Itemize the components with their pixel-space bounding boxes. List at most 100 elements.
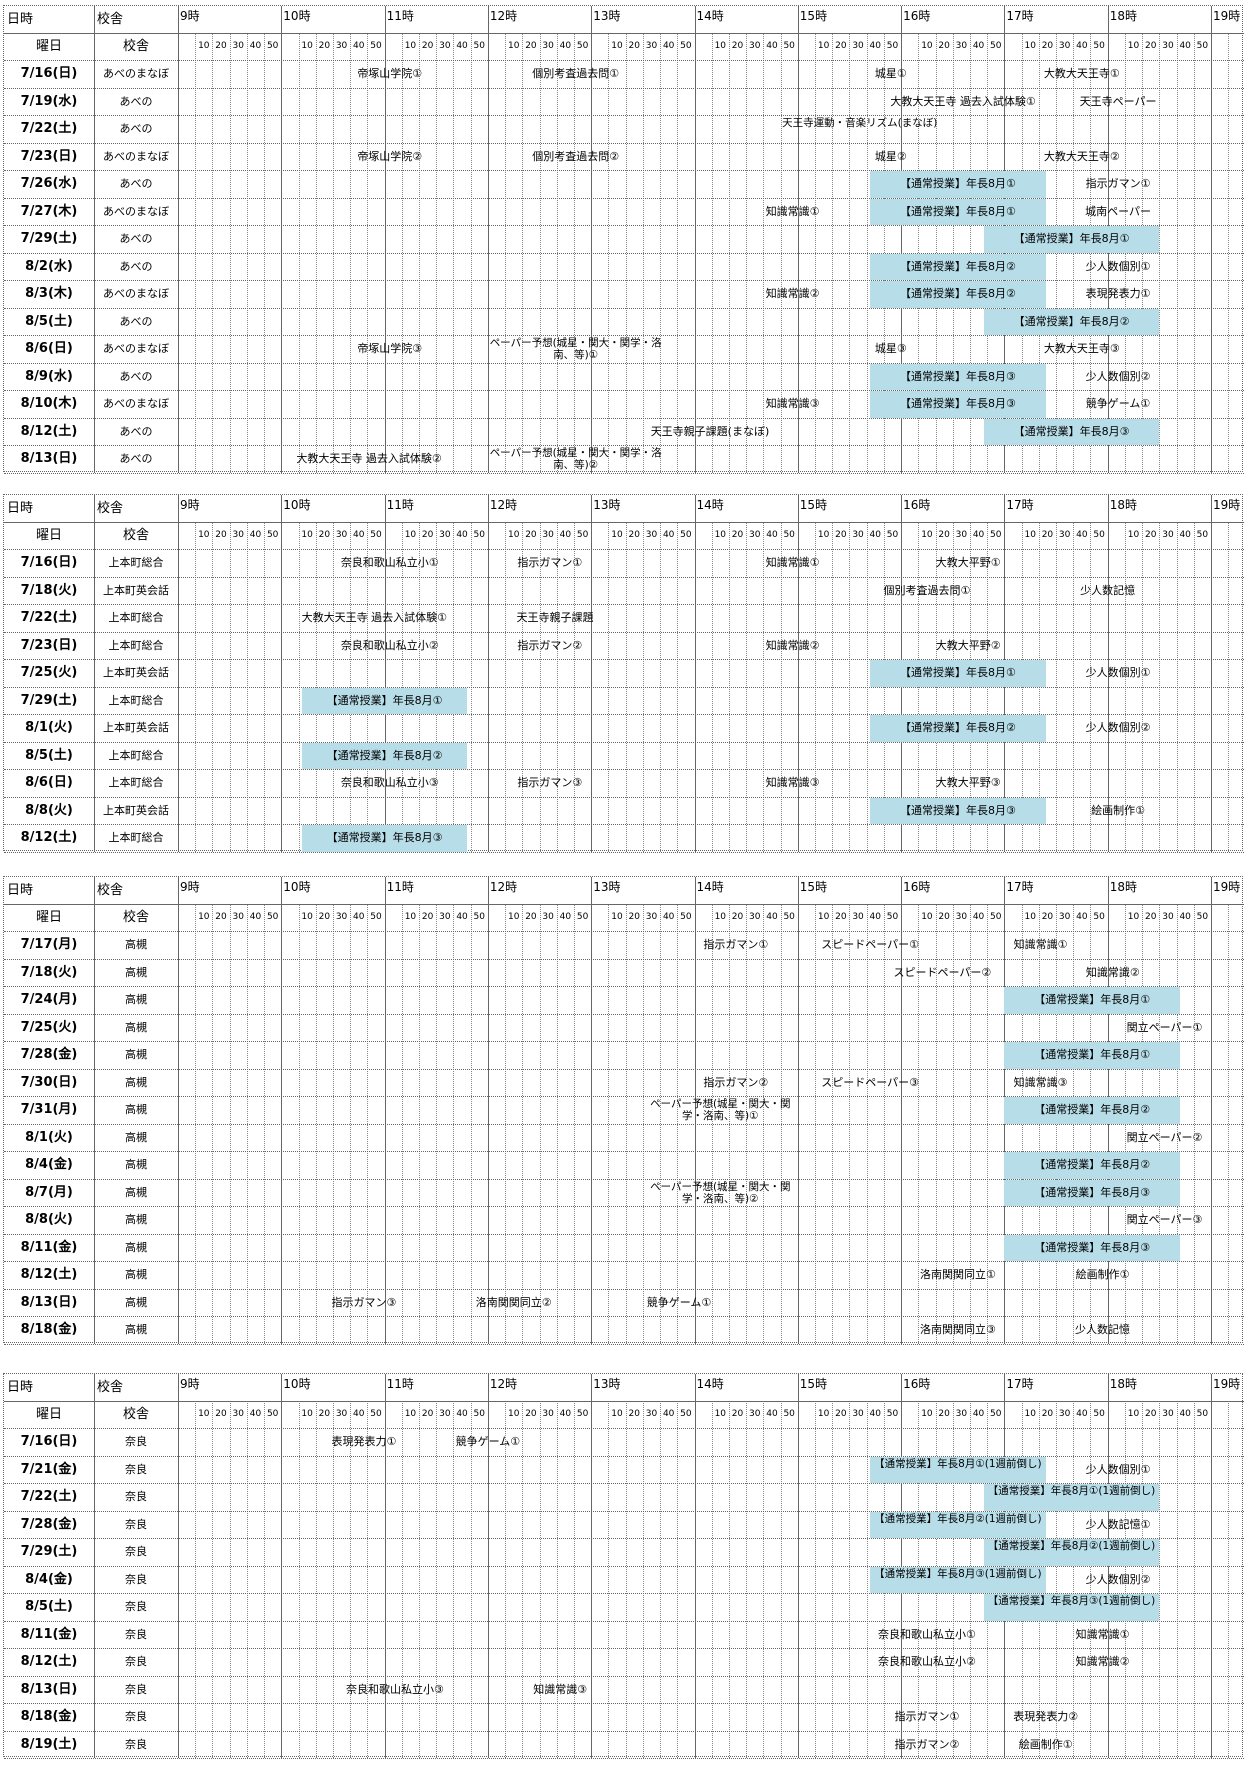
event-block[interactable]: 知識常識② bbox=[1025, 1649, 1180, 1676]
class-block[interactable]: 【通常授業】年長8月③ bbox=[983, 418, 1160, 445]
event-block[interactable]: 洛南関関同立③ bbox=[891, 1317, 1025, 1344]
event-block[interactable]: 大教大天王寺 過去入試体験① bbox=[880, 89, 1045, 116]
class-block[interactable]: 【通常授業】年長8月③ bbox=[1004, 1179, 1180, 1206]
event-block[interactable]: 少人数記憶 bbox=[1025, 1317, 1180, 1344]
class-block[interactable]: 【通常授業】年長8月① bbox=[983, 226, 1160, 253]
event-block[interactable]: 少人数記憶① bbox=[1046, 1512, 1191, 1539]
event-block[interactable]: 指示ガマン② bbox=[870, 1732, 984, 1759]
event-block[interactable]: 城星① bbox=[798, 61, 984, 88]
class-block[interactable]: 【通常授業】年長8月①(1週前倒し) bbox=[870, 1456, 1046, 1483]
event-block[interactable]: ペーパー予想(城星・関大・関学・洛南、等)② bbox=[643, 1180, 798, 1207]
event-block[interactable]: 知識常識① bbox=[963, 932, 1118, 959]
event-block[interactable]: 大教大天王寺 過去入試体験① bbox=[281, 605, 467, 632]
event-block[interactable]: 指示ガマン① bbox=[870, 1704, 984, 1731]
event-block[interactable]: 洛南関関同立② bbox=[436, 1290, 591, 1317]
event-block[interactable]: 絵画制作① bbox=[1025, 1262, 1180, 1289]
event-block[interactable]: 競争ゲーム① bbox=[1046, 391, 1191, 418]
event-block[interactable]: 知識常識① bbox=[715, 550, 870, 577]
event-block[interactable]: 洛南関関同立① bbox=[891, 1262, 1025, 1289]
class-block[interactable]: 【通常授業】年長8月③ bbox=[870, 363, 1046, 390]
class-block[interactable]: 【通常授業】年長8月② bbox=[983, 308, 1160, 335]
event-block[interactable]: 指示ガマン② bbox=[488, 633, 612, 660]
class-block[interactable]: 【通常授業】年長8月② bbox=[301, 742, 468, 769]
event-block[interactable]: 知識常識① bbox=[1025, 1622, 1180, 1649]
event-block[interactable]: 表現発表力① bbox=[302, 1429, 426, 1456]
event-block[interactable]: 天王寺ペーパー bbox=[1046, 89, 1191, 116]
class-block[interactable]: 【通常授業】年長8月② bbox=[1004, 1152, 1180, 1179]
event-block[interactable]: スピードペーパー① bbox=[787, 932, 952, 959]
event-block[interactable]: 奈良和歌山私立小③ bbox=[312, 1677, 477, 1704]
event-block[interactable]: 少人数個別② bbox=[1046, 1567, 1191, 1594]
event-block[interactable]: 関立ペーパー① bbox=[1097, 1015, 1231, 1042]
event-block[interactable]: 奈良和歌山私立小① bbox=[829, 1622, 1025, 1649]
event-block[interactable]: 城星③ bbox=[798, 336, 984, 363]
event-block[interactable]: 指示ガマン① bbox=[1046, 171, 1191, 198]
event-block[interactable]: 大教大天王寺① bbox=[1004, 61, 1159, 88]
event-block[interactable]: 個別考査過去問① bbox=[488, 61, 664, 88]
event-block[interactable]: 大教大天王寺③ bbox=[1004, 336, 1159, 363]
event-block[interactable]: スピードペーパー③ bbox=[787, 1070, 952, 1097]
event-block[interactable]: ペーパー予想(城星・関大・関学・洛南、等)① bbox=[488, 336, 664, 363]
class-block[interactable]: 【通常授業】年長8月①(1週前倒し) bbox=[983, 1484, 1160, 1511]
event-block[interactable]: ペーパー予想(城星・関大・関学・洛南、等)① bbox=[643, 1097, 798, 1124]
class-block[interactable]: 【通常授業】年長8月③ bbox=[301, 825, 468, 852]
event-block[interactable]: 関立ペーパー② bbox=[1097, 1125, 1231, 1152]
class-block[interactable]: 【通常授業】年長8月② bbox=[870, 281, 1046, 308]
event-block[interactable]: 城星② bbox=[798, 144, 984, 171]
event-block[interactable]: 知識常識② bbox=[715, 281, 870, 308]
class-block[interactable]: 【通常授業】年長8月① bbox=[301, 687, 468, 714]
event-block[interactable]: 大教大天王寺② bbox=[1004, 144, 1159, 171]
class-block[interactable]: 【通常授業】年長8月③ bbox=[870, 797, 1046, 824]
class-block[interactable]: 【通常授業】年長8月① bbox=[1004, 987, 1180, 1014]
event-block[interactable]: ペーパー予想(城星・関大・関学・洛南、等)② bbox=[488, 446, 664, 473]
event-block[interactable]: 競争ゲーム① bbox=[426, 1429, 550, 1456]
event-block[interactable]: 少人数個別② bbox=[1046, 715, 1191, 742]
class-block[interactable]: 【通常授業】年長8月① bbox=[870, 171, 1046, 198]
event-block[interactable]: 天王寺運動・音楽リズム(まなぼ) bbox=[777, 116, 942, 143]
event-block[interactable]: 指示ガマン② bbox=[664, 1070, 809, 1097]
class-block[interactable]: 【通常授業】年長8月③(1週前倒し) bbox=[870, 1566, 1046, 1593]
class-block[interactable]: 【通常授業】年長8月③(1週前倒し) bbox=[983, 1594, 1160, 1621]
event-block[interactable]: 帝塚山学院② bbox=[323, 144, 457, 171]
event-block[interactable]: 表現発表力① bbox=[1046, 281, 1191, 308]
event-block[interactable]: 天王寺親子課題 bbox=[488, 605, 622, 632]
event-block[interactable]: 指示ガマン① bbox=[664, 932, 809, 959]
event-block[interactable]: 大教大平野① bbox=[891, 550, 1046, 577]
event-block[interactable]: 天王寺親子課題(まなぼ) bbox=[643, 419, 777, 446]
event-block[interactable]: 奈良和歌山私立小② bbox=[829, 1649, 1025, 1676]
event-block[interactable]: 絵画制作① bbox=[1046, 798, 1191, 825]
class-block[interactable]: 【通常授業】年長8月②(1週前倒し) bbox=[983, 1539, 1160, 1566]
class-block[interactable]: 【通常授業】年長8月③ bbox=[870, 391, 1046, 418]
event-block[interactable]: 知識常識② bbox=[1035, 960, 1190, 987]
event-block[interactable]: 知識常識③ bbox=[715, 391, 870, 418]
event-block[interactable]: 帝塚山学院① bbox=[323, 61, 457, 88]
event-block[interactable]: 少人数個別② bbox=[1046, 364, 1191, 391]
event-block[interactable]: 指示ガマン③ bbox=[488, 770, 612, 797]
event-block[interactable]: 奈良和歌山私立小② bbox=[312, 633, 467, 660]
event-block[interactable]: 知識常識③ bbox=[478, 1677, 643, 1704]
event-block[interactable]: 競争ゲーム① bbox=[591, 1290, 767, 1317]
class-block[interactable]: 【通常授業】年長8月②(1週前倒し) bbox=[870, 1511, 1046, 1538]
class-block[interactable]: 【通常授業】年長8月① bbox=[870, 198, 1046, 225]
event-block[interactable]: 大教大平野③ bbox=[891, 770, 1046, 797]
event-block[interactable]: 少人数個別① bbox=[1046, 1457, 1191, 1484]
event-block[interactable]: 個別考査過去問② bbox=[488, 144, 664, 171]
event-block[interactable]: 絵画制作① bbox=[984, 1732, 1108, 1759]
event-block[interactable]: 少人数記憶 bbox=[1035, 578, 1180, 605]
event-block[interactable]: 奈良和歌山私立小③ bbox=[312, 770, 467, 797]
event-block[interactable]: 帝塚山学院③ bbox=[323, 336, 457, 363]
event-block[interactable]: 指示ガマン① bbox=[488, 550, 612, 577]
event-block[interactable]: 個別考査過去問① bbox=[849, 578, 1004, 605]
event-block[interactable]: 知識常識② bbox=[715, 633, 870, 660]
event-block[interactable]: 城南ペーパー bbox=[1046, 199, 1191, 226]
event-block[interactable]: 指示ガマン③ bbox=[292, 1290, 437, 1317]
class-block[interactable]: 【通常授業】年長8月② bbox=[870, 253, 1046, 280]
class-block[interactable]: 【通常授業】年長8月② bbox=[870, 715, 1046, 742]
event-block[interactable]: 関立ペーパー③ bbox=[1097, 1207, 1231, 1234]
class-block[interactable]: 【通常授業】年長8月① bbox=[1004, 1042, 1180, 1069]
event-block[interactable]: 知識常識③ bbox=[715, 770, 870, 797]
event-block[interactable]: 奈良和歌山私立小① bbox=[312, 550, 467, 577]
event-block[interactable]: 少人数個別① bbox=[1046, 254, 1191, 281]
event-block[interactable]: 表現発表力② bbox=[984, 1704, 1108, 1731]
event-block[interactable]: 大教大天王寺 過去入試体験② bbox=[281, 446, 457, 473]
